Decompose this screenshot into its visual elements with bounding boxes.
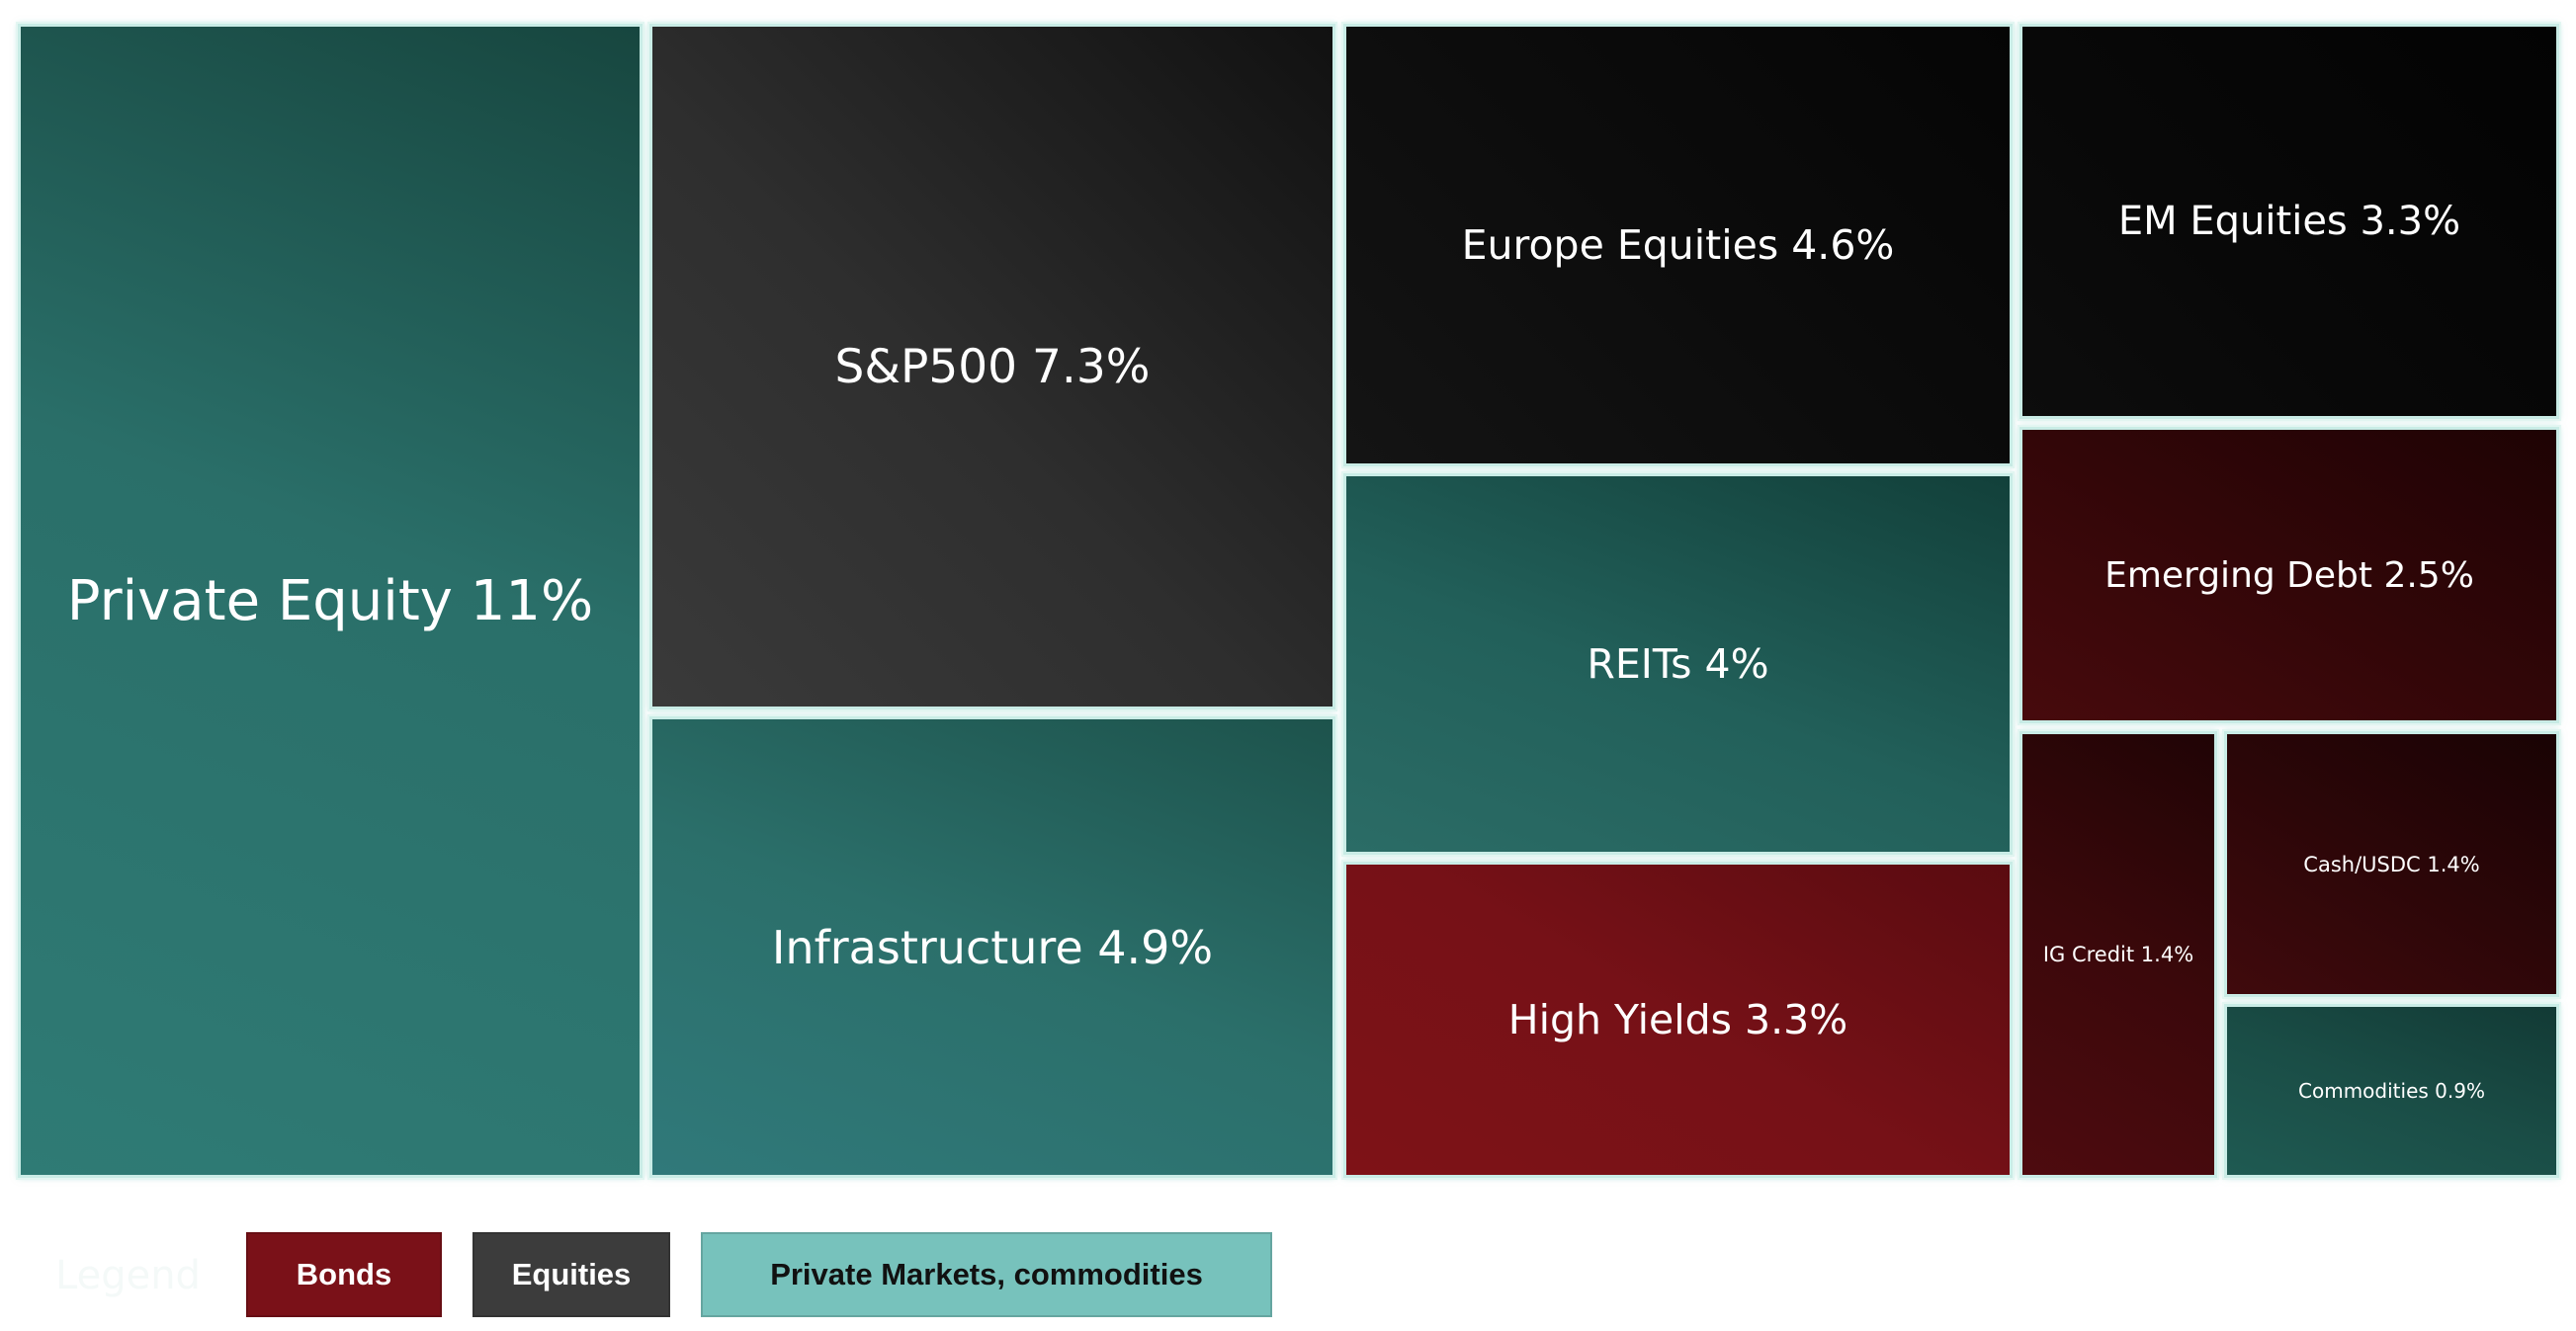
tile-emerging-debt: Emerging Debt 2.5% [2019,427,2559,723]
legend-title: Legend [55,1253,201,1298]
tile-label: Commodities 0.9% [2298,1079,2485,1103]
tile-label: Private Equity 11% [66,568,594,633]
tile-reits: REITs 4% [1343,473,2013,855]
legend-entry-bonds: Bonds [246,1232,442,1317]
tile-cash-usdc: Cash/USDC 1.4% [2224,731,2559,997]
tile-label: IG Credit 1.4% [2042,943,2194,966]
tile-label: Emerging Debt 2.5% [2104,554,2474,596]
tile-europe-equities: Europe Equities 4.6% [1343,24,2013,466]
legend-label: Equities [511,1257,632,1291]
legend-entry-private-markets: Private Markets, commodities [701,1232,1272,1317]
tile-label: REITs 4% [1587,640,1769,688]
tile-label: EM Equities 3.3% [2117,199,2461,244]
tile-commodities: Commodities 0.9% [2224,1004,2559,1178]
tile-label: High Yields 3.3% [1507,996,1848,1043]
tile-label: Cash/USDC 1.4% [2303,852,2480,876]
legend-entry-equities: Equities [472,1232,670,1317]
tile-high-yields: High Yields 3.3% [1343,862,2013,1178]
tile-label: S&P500 7.3% [834,339,1151,394]
legend-label: Private Markets, commodities [770,1257,1203,1291]
tile-label: Europe Equities 4.6% [1461,221,1895,269]
tile-ig-credit: IG Credit 1.4% [2019,731,2217,1178]
tile-sp500: S&P500 7.3% [649,24,1335,709]
tile-em-equities: EM Equities 3.3% [2019,24,2559,419]
tile-infrastructure: Infrastructure 4.9% [649,716,1335,1178]
tile-label: Infrastructure 4.9% [771,920,1214,974]
tile-private-equity: Private Equity 11% [18,24,643,1178]
legend-label: Bonds [296,1257,392,1291]
